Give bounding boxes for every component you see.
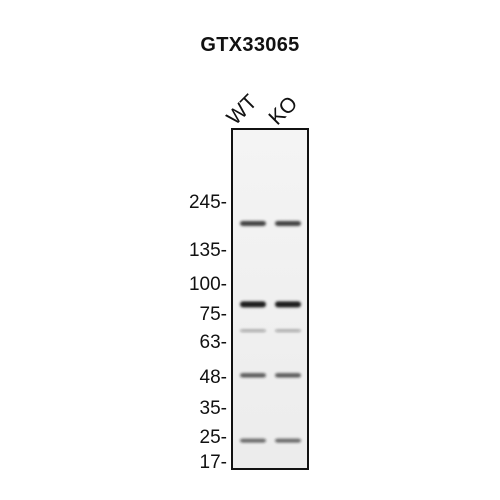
band-83kda-lane-ko [275, 301, 301, 308]
marker-25: 25- [199, 427, 227, 448]
blot-title: GTX33065 [200, 34, 300, 56]
blot-membrane [231, 128, 309, 470]
band-83kda-lane-wt [240, 301, 266, 308]
marker-75: 75- [199, 304, 227, 325]
marker-17: 17- [199, 452, 227, 473]
band-68kda-lane-wt [240, 329, 266, 332]
band-190kda-lane-wt [240, 221, 266, 226]
marker-48: 48- [199, 367, 227, 388]
band-49kda-lane-ko [275, 373, 301, 378]
band-49kda-lane-wt [240, 373, 266, 378]
marker-100: 100- [188, 274, 227, 295]
marker-245: 245- [188, 192, 227, 213]
marker-35: 35- [199, 398, 227, 419]
blot-bands [233, 130, 307, 468]
marker-135: 135- [188, 240, 227, 261]
band-24kda-lane-wt [240, 438, 266, 443]
band-24kda-lane-ko [275, 438, 301, 443]
lane-label-wt: WT [222, 90, 262, 130]
band-190kda-lane-ko [275, 221, 301, 226]
lane-label-ko: KO [264, 91, 303, 130]
band-68kda-lane-ko [275, 329, 301, 332]
marker-63: 63- [199, 332, 227, 353]
